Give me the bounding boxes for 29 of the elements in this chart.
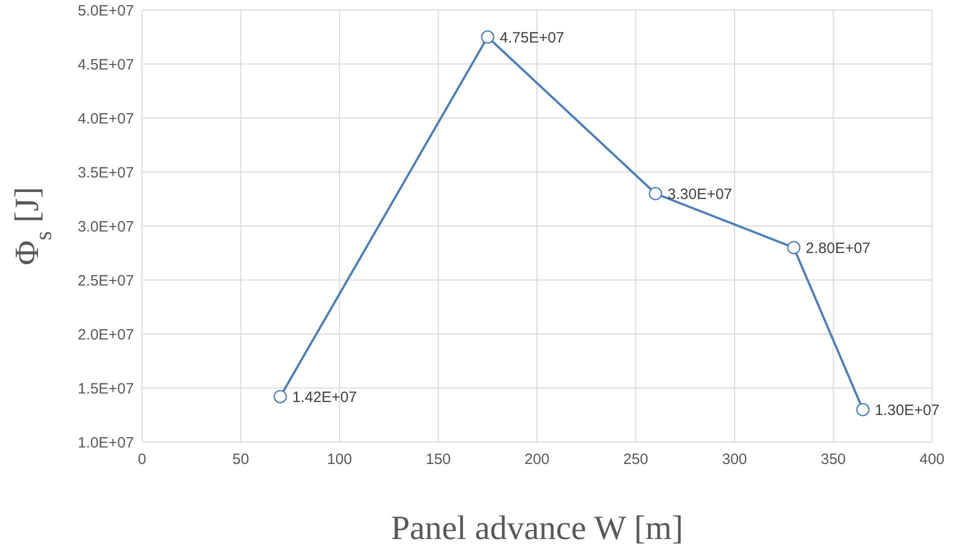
point xyxy=(480,30,494,44)
y-tick-label: 1.5E+07 xyxy=(78,380,134,398)
point xyxy=(648,186,662,200)
y-tick-label: 3.5E+07 xyxy=(78,164,134,182)
y-tick-label: 1.0E+07 xyxy=(78,434,134,452)
y-tick-label: 2.5E+07 xyxy=(78,272,134,290)
data-label: 4.75E+07 xyxy=(500,29,564,46)
y-tick-label: 5.0E+07 xyxy=(78,2,134,20)
x-tick-label: 400 xyxy=(919,451,945,468)
data-label: 2.80E+07 xyxy=(806,240,870,257)
data-label: 3.30E+07 xyxy=(668,186,732,203)
data-label: 1.42E+07 xyxy=(292,388,357,406)
point xyxy=(787,240,800,254)
y-tick-label: 2.0E+07 xyxy=(78,326,134,344)
point xyxy=(856,402,870,416)
x-axis-title: Panel advance W [m] xyxy=(390,510,684,547)
x-tick-label: 150 xyxy=(426,451,451,468)
x-tick-label: 250 xyxy=(623,451,648,468)
y-tick-label: 4.0E+07 xyxy=(78,110,134,128)
x-tick-label: 100 xyxy=(326,451,352,468)
x-tick-label: 350 xyxy=(820,451,846,468)
x-tick-label: 300 xyxy=(722,451,748,468)
y-tick-label: 4.5E+07 xyxy=(78,56,134,74)
x-tick-label: 50 xyxy=(232,451,250,468)
point xyxy=(274,390,287,404)
x-tick-label: 200 xyxy=(524,451,550,468)
y-tick-label: 3.0E+07 xyxy=(78,218,134,236)
x-tick-label: 0 xyxy=(138,451,146,468)
data-label: 1.30E+07 xyxy=(874,402,940,419)
